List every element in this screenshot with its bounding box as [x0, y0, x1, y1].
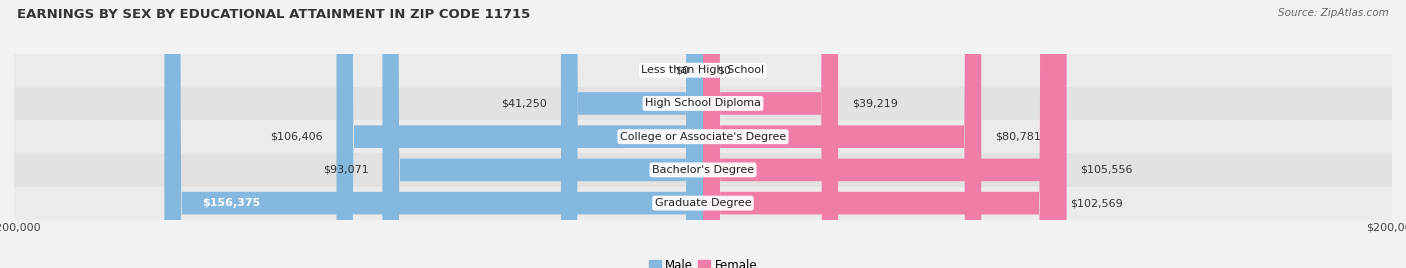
Text: $106,406: $106,406 — [270, 132, 323, 142]
FancyBboxPatch shape — [703, 0, 1056, 268]
Text: $41,250: $41,250 — [502, 98, 547, 109]
Text: $0: $0 — [675, 65, 689, 75]
Text: $93,071: $93,071 — [323, 165, 368, 175]
FancyBboxPatch shape — [561, 0, 703, 268]
Bar — [14, 54, 1392, 87]
FancyBboxPatch shape — [165, 0, 703, 268]
Text: $0: $0 — [717, 65, 731, 75]
Text: Less than High School: Less than High School — [641, 65, 765, 75]
Text: EARNINGS BY SEX BY EDUCATIONAL ATTAINMENT IN ZIP CODE 11715: EARNINGS BY SEX BY EDUCATIONAL ATTAINMEN… — [17, 8, 530, 21]
Text: Bachelor's Degree: Bachelor's Degree — [652, 165, 754, 175]
Bar — [14, 120, 1392, 153]
Bar — [14, 87, 1392, 120]
Bar — [14, 187, 1392, 220]
Text: Graduate Degree: Graduate Degree — [655, 198, 751, 208]
Text: $102,569: $102,569 — [1070, 198, 1123, 208]
FancyBboxPatch shape — [703, 0, 1067, 268]
Text: $80,781: $80,781 — [995, 132, 1040, 142]
Text: $156,375: $156,375 — [202, 198, 260, 208]
FancyBboxPatch shape — [336, 0, 703, 268]
FancyBboxPatch shape — [703, 0, 838, 268]
Text: Source: ZipAtlas.com: Source: ZipAtlas.com — [1278, 8, 1389, 18]
Text: $39,219: $39,219 — [852, 98, 898, 109]
FancyBboxPatch shape — [382, 0, 703, 268]
Text: $105,556: $105,556 — [1080, 165, 1133, 175]
FancyBboxPatch shape — [703, 0, 981, 268]
Bar — [14, 153, 1392, 187]
Legend: Male, Female: Male, Female — [644, 255, 762, 268]
Text: College or Associate's Degree: College or Associate's Degree — [620, 132, 786, 142]
Text: High School Diploma: High School Diploma — [645, 98, 761, 109]
